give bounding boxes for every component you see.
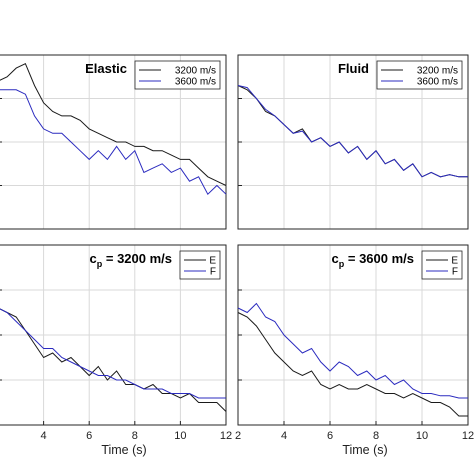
axes-box <box>237 244 469 426</box>
legend-label: E <box>209 256 216 267</box>
x-tick-label: 2 <box>235 430 241 442</box>
series-line-3600-m-s <box>237 85 468 178</box>
series-line-e <box>0 308 227 412</box>
series-line-f <box>0 308 226 399</box>
x-tick-label: 4 <box>41 430 47 442</box>
x-tick-label: 10 <box>416 430 428 442</box>
x-axis-label: Time (s) <box>101 443 146 457</box>
x-tick-label: 12 <box>220 430 232 442</box>
axes-box <box>237 54 469 230</box>
series-line-f <box>237 302 468 399</box>
legend: EF <box>179 250 221 280</box>
legend-label: 3600 m/s <box>175 77 216 88</box>
legend-label: 3200 m/s <box>417 66 458 77</box>
x-tick-label: 12 <box>462 430 474 442</box>
panel-title: Fluid <box>338 61 369 76</box>
x-tick-label: 6 <box>86 430 92 442</box>
legend-box <box>179 250 221 280</box>
legend-label: E <box>451 256 458 267</box>
x-axis-label: Time (s) <box>342 443 387 457</box>
series-line-3200-m-s <box>237 85 468 178</box>
title-subscript: p <box>339 259 345 269</box>
series-line-e <box>237 312 468 417</box>
legend-box <box>376 60 463 90</box>
panel-title: Elastic <box>85 61 127 76</box>
legend-box <box>421 250 463 280</box>
x-tick-label: 4 <box>281 430 287 442</box>
x-tick-label: 8 <box>373 430 379 442</box>
x-tick-label: 6 <box>327 430 333 442</box>
panel-title: cp = 3600 m/s <box>332 251 414 269</box>
legend-box <box>134 60 221 90</box>
series-line-3200-m-s <box>0 63 227 186</box>
legend-label: 3600 m/s <box>417 77 458 88</box>
legend: EF <box>421 250 463 280</box>
legend-label: F <box>452 267 458 278</box>
legend-label: F <box>210 267 216 278</box>
x-tick-label: 8 <box>132 430 138 442</box>
axes-box <box>0 54 227 230</box>
title-subscript: p <box>97 259 103 269</box>
x-tick-label: 10 <box>174 430 186 442</box>
panel-title: cp = 3200 m/s <box>90 251 172 269</box>
legend-label: 3200 m/s <box>175 66 216 77</box>
series-line-3600-m-s <box>0 89 227 196</box>
axes-box <box>0 244 227 426</box>
